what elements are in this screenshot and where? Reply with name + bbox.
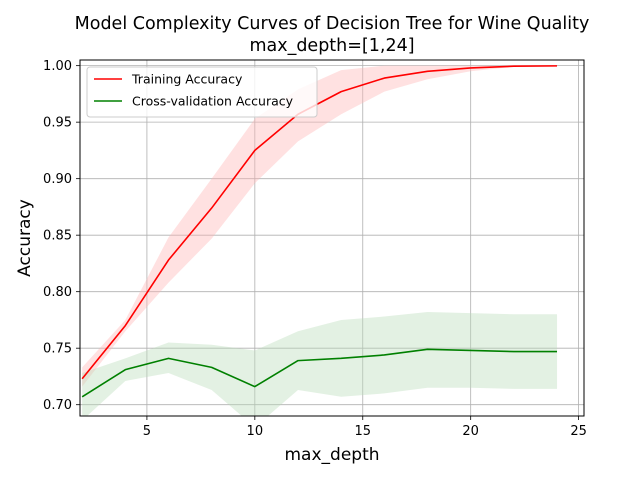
x-tick-label: 5: [143, 424, 151, 439]
grid: [80, 60, 584, 416]
x-tick-label: 10: [247, 424, 264, 439]
x-axis-label: max_depth: [284, 445, 379, 465]
y-axis-label: Accuracy: [15, 199, 35, 277]
series-lines: [81, 65, 558, 398]
x-tick-label: 15: [354, 424, 371, 439]
training-accuracy-line: [81, 65, 558, 380]
y-tick-label: 1.00: [43, 59, 72, 74]
chart-subtitle: max_depth=[1,24]: [249, 36, 414, 56]
y-tick-label: 0.95: [43, 116, 72, 131]
training-accuracy-band: [82, 65, 558, 387]
chart-title: Model Complexity Curves of Decision Tree…: [75, 14, 590, 34]
y-tick-label: 0.90: [43, 172, 72, 187]
legend-label-cross-validation: Cross-validation Accuracy: [132, 94, 294, 109]
y-axis: 0.70 0.75 0.80 0.85 0.90 0.95 1.00: [43, 59, 80, 413]
x-axis: 5 10 15 20 25: [143, 416, 587, 439]
plot-frame: [79, 59, 585, 417]
confidence-bands: [82, 65, 558, 416]
x-tick-label: 20: [462, 424, 479, 439]
legend: Training Accuracy Cross-validation Accur…: [86, 66, 318, 118]
y-tick-label: 0.70: [43, 398, 72, 413]
y-tick-label: 0.85: [43, 229, 72, 244]
legend-label-training: Training Accuracy: [131, 72, 243, 87]
y-tick-label: 0.75: [43, 342, 72, 357]
cross-validation-accuracy-line: [81, 348, 558, 398]
x-tick-label: 25: [570, 424, 587, 439]
legend-box: [86, 66, 318, 118]
y-tick-label: 0.80: [43, 285, 72, 300]
cross-validation-accuracy-band: [82, 312, 558, 416]
